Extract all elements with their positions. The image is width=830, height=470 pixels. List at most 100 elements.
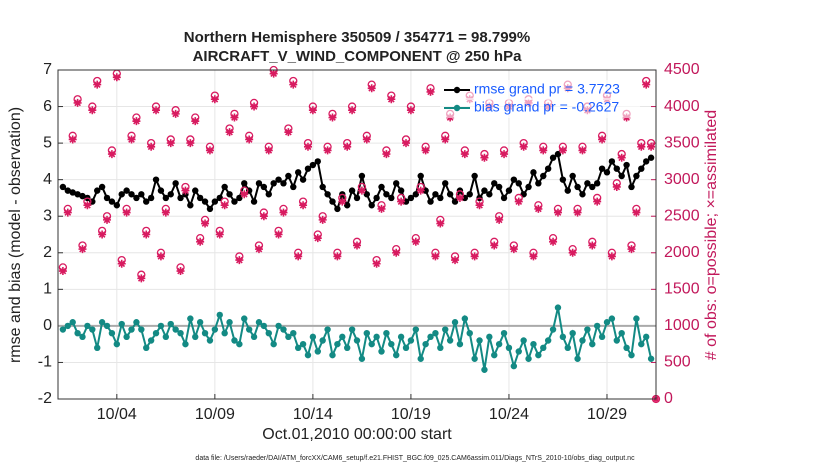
point <box>505 344 513 352</box>
point <box>275 176 282 183</box>
point <box>182 340 189 348</box>
assimilated-marker <box>132 117 141 126</box>
point <box>603 169 611 176</box>
point <box>211 198 219 205</box>
point <box>466 330 473 337</box>
point <box>608 158 616 165</box>
point <box>319 183 326 191</box>
point <box>74 330 81 337</box>
point <box>236 194 243 202</box>
assimilated-marker <box>303 142 312 151</box>
point <box>393 351 400 359</box>
point <box>451 319 459 326</box>
assimilated-marker <box>152 106 161 115</box>
assimilated-marker <box>161 208 170 217</box>
assimilated-marker <box>529 252 538 261</box>
assimilated-marker <box>617 153 626 162</box>
point <box>226 319 233 326</box>
point <box>231 198 238 205</box>
point <box>618 172 625 180</box>
assimilated-marker <box>642 80 651 89</box>
point <box>623 161 630 169</box>
point <box>642 158 650 165</box>
point <box>584 326 591 333</box>
point <box>113 340 121 348</box>
point <box>574 355 581 362</box>
point <box>201 330 209 337</box>
assimilated-marker <box>397 197 406 206</box>
assimilated-marker <box>573 208 582 217</box>
assimilated-marker <box>495 215 504 224</box>
assimilated-marker <box>137 274 146 283</box>
assimilated-marker <box>392 248 401 257</box>
assimilated-marker <box>186 139 195 148</box>
point <box>647 355 655 362</box>
y2-tick-label: 3000 <box>664 171 700 188</box>
assimilated-marker <box>225 128 234 137</box>
y2-tick-label: 3500 <box>664 134 700 151</box>
y2-tick-label: 2500 <box>664 207 700 224</box>
assimilated-marker <box>539 146 548 155</box>
legend-label: bias grand pr = -0.2627 <box>474 99 619 115</box>
point <box>280 180 287 187</box>
point <box>128 191 135 198</box>
point <box>432 191 439 198</box>
assimilated-marker <box>647 142 656 151</box>
point <box>79 333 86 341</box>
point <box>138 326 145 333</box>
point <box>59 326 67 333</box>
assimilated-marker <box>333 252 342 261</box>
point <box>589 340 596 348</box>
point <box>535 351 542 359</box>
point <box>530 340 537 348</box>
assimilated-marker <box>367 84 376 93</box>
point <box>378 183 385 191</box>
point <box>216 311 223 319</box>
point <box>388 340 395 348</box>
x-tick-label: 10/04 <box>97 406 137 423</box>
assimilated-marker <box>426 87 435 96</box>
point <box>402 344 410 352</box>
assimilated-marker <box>441 135 450 144</box>
point <box>579 337 586 344</box>
assimilated-marker <box>269 69 278 78</box>
point <box>324 191 331 198</box>
assimilated-marker <box>83 201 92 210</box>
assimilated-marker <box>416 186 425 195</box>
point <box>559 333 567 341</box>
assimilated-marker <box>362 135 371 144</box>
point <box>628 351 635 359</box>
assimilated-marker <box>117 259 126 268</box>
point <box>442 326 449 333</box>
point <box>589 183 596 191</box>
point <box>598 333 606 341</box>
point <box>525 183 532 191</box>
point <box>196 194 204 202</box>
assimilated-marker <box>353 241 361 250</box>
assimilated-marker <box>313 234 322 243</box>
point <box>265 191 272 198</box>
assimilated-marker <box>593 197 602 206</box>
y-tick-label: 0 <box>43 317 52 334</box>
point <box>294 344 302 352</box>
point <box>64 322 72 330</box>
point <box>157 322 165 330</box>
point <box>633 172 640 180</box>
assimilated-marker <box>377 204 386 213</box>
x-tick-label: 10/29 <box>587 406 627 423</box>
assimilated-marker <box>196 237 205 246</box>
x-tick-label: 10/19 <box>391 406 431 423</box>
point <box>593 322 601 330</box>
point <box>358 172 366 180</box>
point <box>245 326 253 333</box>
point <box>84 322 91 330</box>
assimilated-marker <box>98 230 107 239</box>
point <box>172 180 179 187</box>
point <box>309 161 317 169</box>
y-tick-label: -1 <box>38 354 52 371</box>
point <box>147 337 155 344</box>
assimilated-marker <box>500 150 509 159</box>
assimilated-marker <box>254 245 263 254</box>
point <box>456 340 464 348</box>
point <box>314 348 321 355</box>
